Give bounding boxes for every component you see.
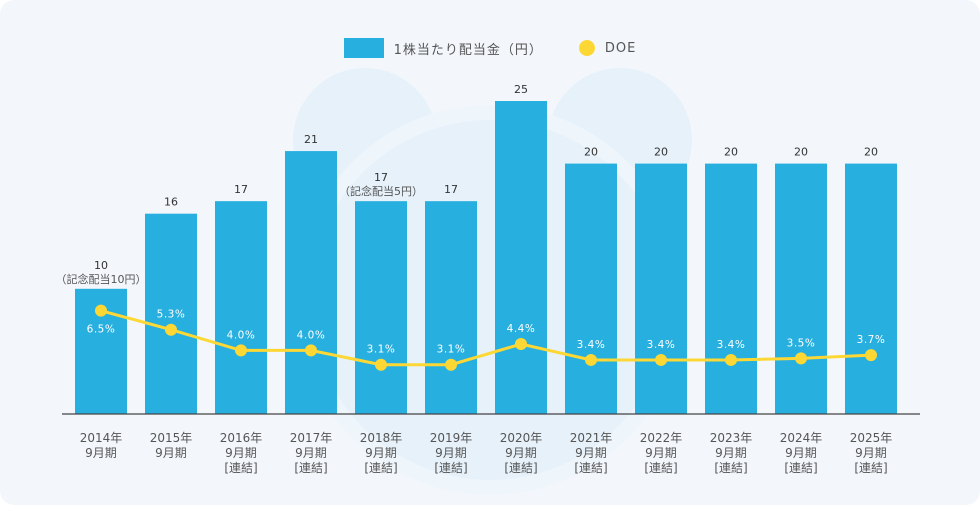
bar [355,201,407,414]
doe-value-label: 4.4% [507,323,536,335]
x-tick-label: 9月期 [435,446,467,460]
legend-item-doe: DOE [557,40,636,56]
x-tick-label: 2024年 [780,431,823,445]
x-tick-label: [連結] [644,461,677,475]
bar [635,163,687,414]
doe-value-label: 3.7% [857,334,886,346]
doe-point [375,358,387,371]
x-tick-label: 2014年 [80,431,123,445]
x-tick-label: [連結] [784,461,817,475]
bar-value-label: 16 [164,196,178,209]
bar-value-label: 10 [94,259,108,272]
bar-value-label: 25 [514,83,528,96]
x-tick-label: 9月期 [505,446,537,460]
bar [215,201,267,414]
x-tick-label: 2016年 [220,431,263,445]
bar-value-label: 20 [864,146,878,159]
doe-point [95,304,107,317]
legend-swatch-bar [343,38,384,58]
doe-value-label: 3.1% [367,344,396,356]
bar-value-label: 20 [654,146,668,159]
x-tick-label: 9月期 [855,446,887,460]
x-tick-label: 9月期 [295,446,327,460]
bar-value-label: 17 [374,171,388,184]
x-tick-label: 2019年 [430,431,473,445]
bar [285,151,337,414]
bar-value-label: 20 [584,146,598,159]
legend-label: 1株当たり配当金（円） [393,42,543,58]
x-tick-label: 9月期 [575,446,607,460]
doe-point [235,344,247,357]
doe-value-label: 3.5% [787,337,816,349]
doe-point [655,353,667,366]
doe-value-label: 6.5% [87,324,116,336]
bar-note-label: （記念配当5円） [339,184,423,198]
bar-value-label: 20 [724,146,738,159]
x-tick-label: 2021年 [570,431,613,445]
doe-value-label: 3.4% [647,339,676,351]
bar [775,163,827,414]
doe-value-label: 3.4% [717,339,746,351]
x-tick-label: 2018年 [360,431,403,445]
x-tick-label: [連結] [714,461,747,475]
x-tick-label: 9月期 [715,446,747,460]
doe-point [585,353,597,366]
x-tick-label: [連結] [854,461,887,475]
doe-value-label: 3.1% [437,344,466,356]
bar [565,163,617,414]
bar-value-label: 21 [304,133,318,146]
x-tick-label: [連結] [434,461,467,475]
x-tick-label: 2025年 [850,431,893,445]
doe-point [515,338,527,351]
x-tick-label: 9月期 [85,446,117,460]
doe-point [165,323,177,336]
bar-note-label: （記念配当10円） [56,272,147,286]
x-tick-label: 9月期 [365,446,397,460]
doe-value-label: 5.3% [157,309,186,321]
bar-value-label: 17 [444,183,458,196]
x-tick-label: 2015年 [150,431,193,445]
bar [495,101,547,414]
bar [705,163,757,414]
bar-value-label: 20 [794,146,808,159]
x-tick-label: [連結] [294,461,327,475]
x-tick-label: [連結] [504,461,537,475]
x-tick-label: 9月期 [645,446,677,460]
background-decoration [293,68,692,495]
bar-value-label: 17 [234,183,248,196]
x-tick-label: 2022年 [640,431,683,445]
bar [145,213,197,414]
x-tick-label: 2020年 [500,431,543,445]
x-tick-label: [連結] [574,461,607,475]
legend: 1株当たり配当金（円） DOE [0,38,980,58]
x-tick-label: 2017年 [290,431,333,445]
doe-value-label: 4.0% [297,329,326,341]
bar [845,163,897,414]
bar [425,201,477,414]
x-tick-label: 9月期 [225,446,257,460]
x-tick-label: [連結] [364,461,397,475]
doe-point [725,353,737,366]
x-tick-label: 9月期 [155,446,187,460]
doe-point [865,349,877,362]
legend-swatch-dot [578,40,595,56]
doe-point [795,352,807,365]
x-tick-label: 9月期 [785,446,817,460]
doe-line [100,309,872,367]
legend-item-dividend: 1株当たり配当金（円） [343,38,543,58]
doe-point [305,344,317,357]
x-tick-label: 2023年 [710,431,753,445]
x-tick-label: [連結] [224,461,257,475]
legend-label: DOE [604,40,637,56]
doe-value-label: 4.0% [227,329,256,341]
doe-point [445,358,457,371]
doe-value-label: 3.4% [577,339,606,351]
